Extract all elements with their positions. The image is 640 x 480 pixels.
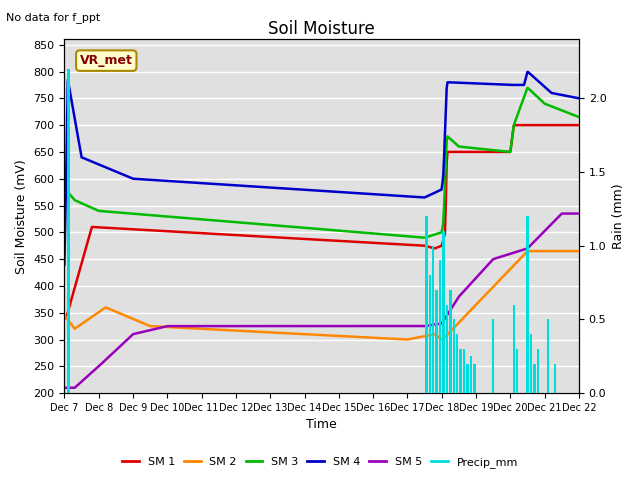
Bar <box>439 261 441 393</box>
X-axis label: Time: Time <box>307 419 337 432</box>
Bar <box>432 246 435 393</box>
Bar <box>442 231 445 393</box>
Bar <box>452 319 455 393</box>
Y-axis label: Rain (mm): Rain (mm) <box>612 183 625 249</box>
Bar <box>449 290 452 393</box>
Bar <box>536 349 539 393</box>
Bar <box>445 305 448 393</box>
Bar <box>516 349 518 393</box>
Title: Soil Moisture: Soil Moisture <box>268 20 375 38</box>
Text: No data for f_ppt: No data for f_ppt <box>6 12 100 23</box>
Text: VR_met: VR_met <box>80 54 132 67</box>
Bar <box>473 364 476 393</box>
Bar <box>425 216 428 393</box>
Bar <box>463 349 465 393</box>
Bar <box>530 334 532 393</box>
Bar <box>456 334 458 393</box>
Bar <box>533 364 536 393</box>
Bar <box>429 275 431 393</box>
Bar <box>460 349 462 393</box>
Bar <box>67 69 70 393</box>
Y-axis label: Soil Moisture (mV): Soil Moisture (mV) <box>15 159 28 274</box>
Bar <box>435 290 438 393</box>
Bar <box>513 305 515 393</box>
Bar <box>470 356 472 393</box>
Bar <box>492 319 495 393</box>
Legend: SM 1, SM 2, SM 3, SM 4, SM 5, Precip_mm: SM 1, SM 2, SM 3, SM 4, SM 5, Precip_mm <box>118 452 522 472</box>
Bar <box>467 364 468 393</box>
Bar <box>547 319 549 393</box>
Bar <box>526 216 529 393</box>
Bar <box>554 364 556 393</box>
